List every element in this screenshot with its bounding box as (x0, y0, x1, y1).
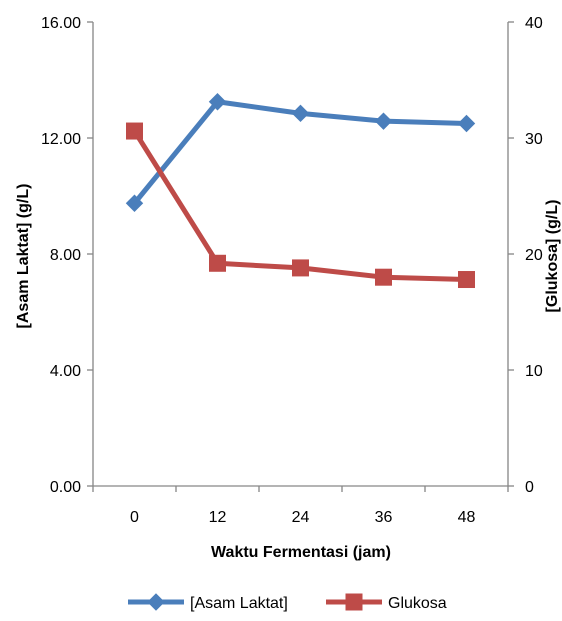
legend-item: Glukosa (326, 593, 447, 612)
series-glukosa (126, 122, 475, 289)
legend-swatch-marker (345, 593, 363, 611)
left-y-tick-label: 4.00 (50, 363, 81, 380)
data-point (458, 271, 475, 289)
legend-label: [Asam Laktat] (190, 595, 288, 612)
series-line (132, 129, 467, 283)
right-y-tick-label: 10 (525, 363, 543, 380)
data-point (292, 259, 309, 277)
x-tick-label: 36 (375, 509, 393, 526)
x-axis-title: Waktu Fermentasi (jam) (211, 544, 391, 561)
legend: [Asam Laktat] Glukosa (128, 593, 447, 612)
x-tick-label: 0 (130, 509, 139, 526)
axes (87, 21, 514, 492)
series-asam-laktat (125, 93, 476, 212)
data-point (291, 104, 310, 123)
series-layer (125, 93, 476, 289)
legend-item: [Asam Laktat] (128, 593, 288, 612)
tick-labels: 0.00 4.00 8.00 12.00 16.00 0 10 20 30 40 0 12 24 36 48 (41, 15, 543, 526)
legend-label: Glukosa (388, 595, 447, 612)
right-y-tick-label: 30 (525, 131, 543, 148)
data-point (457, 114, 476, 133)
x-tick-label: 48 (458, 509, 476, 526)
data-point (374, 112, 393, 130)
right-y-tick-label: 40 (525, 15, 543, 32)
left-y-tick-label: 8.00 (50, 247, 81, 264)
right-y-tick-label: 0 (525, 479, 534, 496)
right-y-axis-title: [Glukosa] (g/L) (544, 200, 561, 313)
data-point (375, 268, 392, 286)
left-y-tick-label: 0.00 (50, 479, 81, 496)
x-tick-label: 12 (209, 509, 227, 526)
data-point (209, 254, 226, 272)
legend-swatch-marker (147, 593, 165, 611)
data-point (208, 93, 227, 111)
left-y-tick-label: 16.00 (41, 15, 81, 32)
x-tick-label: 24 (292, 509, 310, 526)
data-point (125, 194, 144, 212)
left-y-axis-title: [Asam Laktat] (g/L) (15, 184, 32, 329)
left-y-tick-label: 12.00 (41, 131, 81, 148)
right-y-tick-label: 20 (525, 247, 543, 264)
data-point (126, 122, 143, 140)
